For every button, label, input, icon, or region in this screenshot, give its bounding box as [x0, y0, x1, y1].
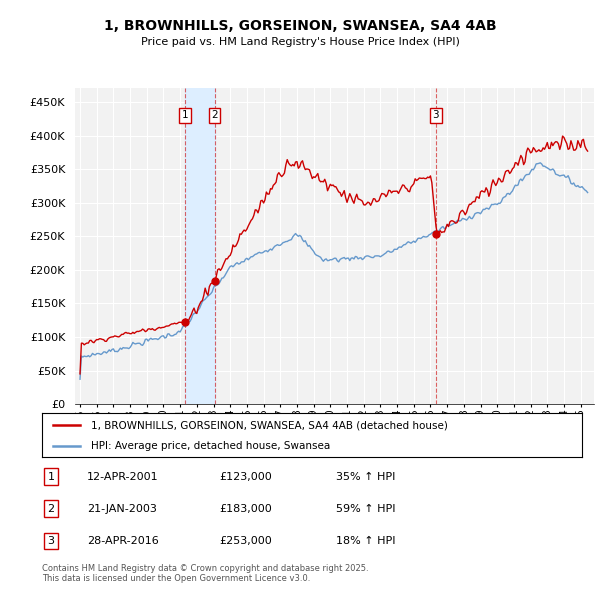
Text: 2: 2 [211, 110, 218, 120]
Text: 12-APR-2001: 12-APR-2001 [87, 472, 158, 481]
Text: 1: 1 [47, 472, 55, 481]
Text: Price paid vs. HM Land Registry's House Price Index (HPI): Price paid vs. HM Land Registry's House … [140, 37, 460, 47]
Text: £253,000: £253,000 [219, 536, 272, 546]
Text: 1: 1 [181, 110, 188, 120]
Text: 2: 2 [47, 504, 55, 513]
Text: 3: 3 [433, 110, 439, 120]
Text: £183,000: £183,000 [219, 504, 272, 513]
Text: 1, BROWNHILLS, GORSEINON, SWANSEA, SA4 4AB: 1, BROWNHILLS, GORSEINON, SWANSEA, SA4 4… [104, 19, 496, 33]
Text: HPI: Average price, detached house, Swansea: HPI: Average price, detached house, Swan… [91, 441, 330, 451]
Text: Contains HM Land Registry data © Crown copyright and database right 2025.
This d: Contains HM Land Registry data © Crown c… [42, 563, 368, 583]
Text: 21-JAN-2003: 21-JAN-2003 [87, 504, 157, 513]
Bar [185, 88, 215, 404]
Text: 28-APR-2016: 28-APR-2016 [87, 536, 159, 546]
Text: 1, BROWNHILLS, GORSEINON, SWANSEA, SA4 4AB (detached house): 1, BROWNHILLS, GORSEINON, SWANSEA, SA4 4… [91, 421, 448, 430]
Text: £123,000: £123,000 [219, 472, 272, 481]
Text: 35% ↑ HPI: 35% ↑ HPI [336, 472, 395, 481]
Text: 59% ↑ HPI: 59% ↑ HPI [336, 504, 395, 513]
Text: 3: 3 [47, 536, 55, 546]
Text: 18% ↑ HPI: 18% ↑ HPI [336, 536, 395, 546]
